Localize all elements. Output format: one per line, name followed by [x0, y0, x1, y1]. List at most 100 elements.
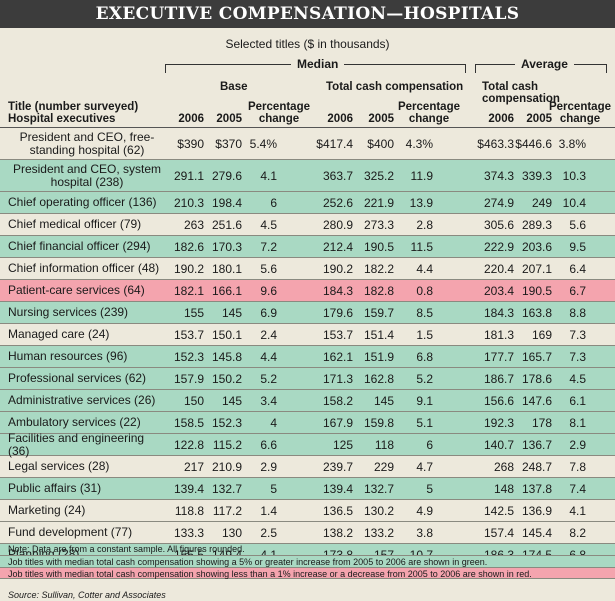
subtitle: Selected titles ($ in thousands) [225, 37, 390, 51]
value-cell-a06: 177.7 [483, 349, 514, 364]
value-cell-ap: 2.9 [569, 437, 586, 452]
table-row: Legal services (28) 217 210.9 2.9 239.7 229 4.… [0, 456, 615, 478]
header-rule [0, 127, 615, 128]
value-cell-a05: 178.6 [521, 371, 552, 386]
value-cell-ap: 10.4 [562, 195, 586, 210]
value-cell-b06: 190.2 [173, 261, 204, 276]
value-cell-b05: 132.7 [211, 481, 242, 496]
value-cell-t05: 159.8 [363, 415, 394, 430]
value-cell-ap: 6.1 [569, 393, 586, 408]
value-cell-b06: 157.9 [173, 371, 204, 386]
value-cell-ap: 7.8 [569, 459, 586, 474]
value-cell-t06: 171.3 [322, 371, 353, 386]
value-cell-b05: 180.1 [211, 261, 242, 276]
value-cell-b06: 122.8 [173, 437, 204, 452]
value-cell-tp: 4.7 [416, 459, 433, 474]
value-cell-tp: 8.5 [416, 305, 433, 320]
value-cell-b05: 145.8 [211, 349, 242, 364]
job-title-cell: Managed care (24) [8, 327, 110, 341]
page-title: EXECUTIVE COMPENSATION—HOSPITALS [0, 0, 615, 28]
table-row: Nursing services (239) 155 145 6.9 179.6 159.… [0, 302, 615, 324]
value-cell-a06: 274.9 [483, 195, 514, 210]
value-cell-b05: 251.6 [211, 217, 242, 232]
value-cell-bp: 4.1 [260, 168, 277, 183]
table-row: Human resources (96) 152.3 145.8 4.4 162.1 15… [0, 346, 615, 368]
table-row: Patient-care services (64) 182.1 166.1 9.6 1… [0, 280, 615, 302]
job-title-cell: Facilities and engineering (36) [8, 430, 145, 458]
value-cell-tp: 4.4 [416, 261, 433, 276]
table-row: Chief medical officer (79) 263 251.6 4.5 280… [0, 214, 615, 236]
source-note: Source: Sullivan, Cotter and Associates [8, 590, 166, 600]
job-title-cell: Chief information officer (48) [8, 261, 160, 275]
value-cell-a05: 165.7 [521, 349, 552, 364]
value-cell-ap: 7.3 [569, 349, 586, 364]
job-title-cell: Chief medical officer (79) [8, 217, 142, 231]
value-cell-t06: 125 [332, 437, 353, 452]
value-cell-tp: 2.8 [416, 217, 433, 232]
value-cell-bp: 3.4 [260, 393, 277, 408]
job-title-cell: President and CEO, system hospital (238) [12, 161, 162, 189]
value-cell-a05: 136.9 [521, 503, 552, 518]
value-cell-a06: 181.3 [483, 327, 514, 342]
note-green: Job titles with median total cash compen… [0, 555, 615, 567]
value-cell-a05: 190.5 [521, 283, 552, 298]
value-cell-b06: 153.7 [173, 327, 204, 342]
value-cell-a05: 145.4 [521, 525, 552, 540]
value-cell-b06: 263 [183, 217, 204, 232]
value-cell-a05: 163.8 [521, 305, 552, 320]
median-group-label: Median [291, 57, 345, 71]
value-cell-b06: 291.1 [173, 168, 204, 183]
value-cell-bp: 5.4% [249, 136, 277, 151]
header-base-pct: Percentage change [244, 101, 314, 125]
value-cell-t06: $417.4 [316, 136, 353, 151]
value-cell-b05: 152.3 [211, 415, 242, 430]
value-cell-b05: 198.4 [211, 195, 242, 210]
value-cell-ap: 9.5 [569, 239, 586, 254]
header-base: Base [220, 81, 248, 93]
value-cell-tp: 11.5 [410, 239, 433, 254]
table-row: Ambulatory services (22) 158.5 152.3 4 167.9… [0, 412, 615, 434]
value-cell-a06: 268 [493, 459, 514, 474]
value-cell-t06: 167.9 [322, 415, 353, 430]
value-cell-a06: 374.3 [483, 168, 514, 183]
value-cell-t05: 132.7 [363, 481, 394, 496]
table-body: President and CEO, free-standing hospita… [0, 128, 615, 566]
value-cell-t05: 151.9 [363, 349, 394, 364]
value-cell-t05: 182.2 [363, 261, 394, 276]
value-cell-b05: 210.9 [211, 459, 242, 474]
value-cell-b06: 217 [183, 459, 204, 474]
value-cell-tp: 13.9 [409, 195, 433, 210]
job-title-cell: Administrative services (26) [8, 393, 156, 407]
table-row: Administrative services (26) 150 145 3.4 158… [0, 390, 615, 412]
value-cell-bp: 2.5 [260, 525, 277, 540]
value-cell-t05: 273.3 [363, 217, 394, 232]
value-cell-a05: 137.8 [521, 481, 552, 496]
value-cell-t05: 162.8 [363, 371, 394, 386]
value-cell-ap: 3.8% [558, 136, 586, 151]
header-total-2005: 2005 [368, 113, 394, 125]
job-title-cell: Chief financial officer (294) [8, 239, 151, 253]
value-cell-a06: 142.5 [483, 503, 514, 518]
value-cell-t06: 239.7 [322, 459, 353, 474]
value-cell-bp: 6.6 [260, 437, 277, 452]
value-cell-t05: 182.8 [363, 283, 394, 298]
value-cell-t06: 252.6 [322, 195, 353, 210]
value-cell-t05: 325.2 [363, 168, 394, 183]
value-cell-a05: 178 [531, 415, 552, 430]
value-cell-bp: 2.9 [260, 459, 277, 474]
job-title-cell: Professional services (62) [8, 371, 147, 385]
job-title-cell: President and CEO, free-standing hospita… [19, 129, 155, 157]
value-cell-t06: 190.2 [322, 261, 353, 276]
value-cell-b05: $370 [215, 136, 242, 151]
value-cell-a05: 136.7 [521, 437, 552, 452]
table-row: President and CEO, free-standing hospita… [0, 128, 615, 160]
table-row: Professional services (62) 157.9 150.2 5.2 1… [0, 368, 615, 390]
value-cell-b06: 182.6 [173, 239, 204, 254]
header-base-pct-line2: change [258, 113, 300, 125]
value-cell-ap: 4.5 [569, 371, 586, 386]
value-cell-a05: 289.3 [521, 217, 552, 232]
value-cell-ap: 7.4 [569, 481, 586, 496]
value-cell-a05: 207.1 [521, 261, 552, 276]
value-cell-t06: 158.2 [322, 393, 353, 408]
